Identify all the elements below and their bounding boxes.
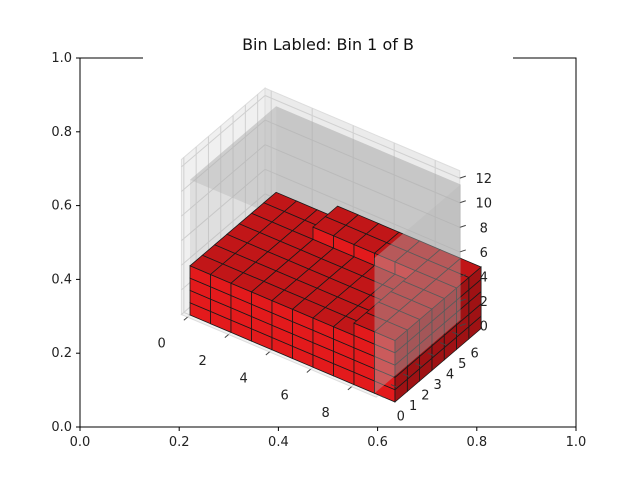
x3d-tick: [347, 386, 352, 391]
x3d-tick-label: 0: [158, 337, 166, 352]
outer-x-tick-label: 0.4: [268, 435, 289, 450]
bin-face-front: [374, 184, 461, 394]
z3d-tick: [459, 175, 466, 179]
z3d-tick: [459, 274, 466, 278]
bin-face: [190, 106, 461, 258]
z3d-tick: [459, 298, 466, 302]
x3d-tick-label: 4: [240, 371, 248, 386]
outer-x-tick-label: 0.6: [367, 435, 388, 450]
y3d-tick: [452, 331, 459, 336]
z3d-tick-label: 8: [480, 221, 488, 236]
grid-line: [264, 168, 460, 253]
y3d-tick: [415, 363, 422, 367]
y3d-tick: [403, 373, 410, 378]
x3d-tick-label: 2: [199, 354, 207, 369]
z3d-tick-label: 0: [480, 320, 488, 335]
z3d-tick: [459, 323, 466, 327]
outer-y-tick-label: 0.4: [51, 272, 72, 287]
y3d-tick: [390, 384, 398, 388]
z3d-tick-label: 2: [480, 295, 488, 310]
grid-line: [181, 168, 266, 242]
item-cube-face: [373, 320, 409, 341]
grid-line: [264, 95, 460, 179]
outer-x-tick-label: 0.2: [169, 435, 190, 450]
grid-line: [181, 193, 266, 266]
x3d-tick: [306, 368, 311, 373]
z3d-tick: [459, 200, 466, 204]
grid-line: [181, 144, 266, 217]
x3d-tick: [265, 351, 270, 356]
z3d-tick-label: 4: [480, 271, 488, 286]
y3d-tick-label: 2: [421, 389, 429, 404]
outer-x-tick-label: 0.0: [70, 435, 91, 450]
y3d-tick-label: 6: [470, 347, 478, 362]
z3d-tick-label: 6: [480, 246, 488, 261]
outer-y-tick-label: 1.0: [51, 51, 72, 66]
outer-y-tick-label: 0.2: [51, 346, 72, 361]
y3d-tick-label: 3: [434, 378, 442, 393]
outer-y-tick-label: 0.8: [51, 125, 72, 140]
outer-x-tick-label: 0.8: [466, 435, 487, 450]
z3d-tick-label: 10: [476, 197, 493, 212]
z3d-tick: [459, 249, 466, 253]
y3d-tick-label: 0: [397, 410, 405, 425]
y3d-tick: [378, 394, 385, 399]
z3d-tick: [459, 224, 466, 228]
z3d-tick-label: 12: [476, 172, 493, 187]
title-gap: [143, 54, 513, 62]
grid-line: [181, 119, 266, 192]
chart-title: Bin Labled: Bin 1 of B: [242, 35, 414, 54]
grid-line: [264, 119, 460, 204]
outer-axis-ticks: 0.0 0.2 0.4 0.6 0.8 1.0 0.0 0.2 0.4 0.6 0.8 1.0: [51, 51, 586, 450]
x3d-tick: [224, 334, 229, 339]
grid-line: [264, 144, 460, 228]
y3d-tick-label: 5: [458, 357, 466, 372]
grid-line: [181, 95, 266, 168]
outer-y-tick-label: 0.6: [51, 199, 72, 214]
y3d-tick: [427, 352, 435, 357]
x3d-tick: [183, 316, 188, 321]
x3d-tick-label: 8: [322, 406, 330, 421]
y3d-tick: [439, 342, 447, 346]
y3d-tick-label: 4: [446, 368, 454, 383]
outer-y-tick-label: 0.0: [51, 420, 72, 435]
outer-x-tick-label: 1.0: [566, 435, 587, 450]
y3d-tick-label: 1: [409, 399, 417, 414]
x3d-tick-label: 6: [281, 389, 289, 404]
packed-items: [189, 191, 482, 403]
